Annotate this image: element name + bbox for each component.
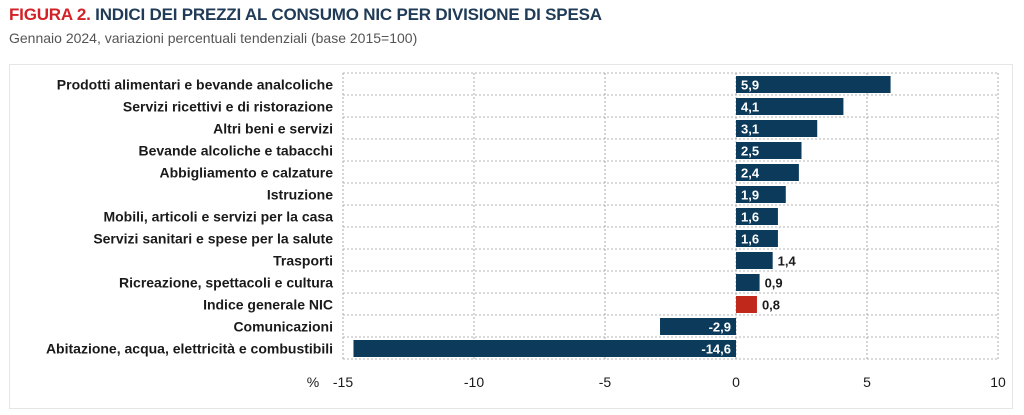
x-tick-label: -15 [333,374,353,390]
category-label: Comunicazioni [233,319,333,335]
x-tick-label: 0 [732,374,740,390]
bar [736,142,802,159]
x-tick-label: -5 [599,374,612,390]
data-label: 3,1 [741,122,759,137]
data-label: 0,9 [765,276,783,291]
bar [736,164,799,181]
bar [353,340,736,357]
bar [736,120,818,137]
category-label: Abitazione, acqua, elettricità e combust… [46,341,333,357]
bar [736,208,778,225]
bar [736,252,773,269]
data-label: -2,9 [709,320,731,335]
chart-frame [9,64,1013,409]
data-label: 1,6 [741,210,759,225]
category-label: Servizi sanitari e spese per la salute [93,231,333,247]
bar [736,186,786,203]
category-label: Abbigliamento e calzature [160,165,334,181]
x-axis-label: % [307,374,319,390]
data-label: 1,9 [741,188,759,203]
data-label: 2,5 [741,144,759,159]
category-label: Bevande alcoliche e tabacchi [138,143,333,159]
figure-label: FIGURA 2. [9,5,91,24]
title-text: INDICI DEI PREZZI AL CONSUMO NIC PER DIV… [95,5,602,24]
category-label: Istruzione [267,187,333,203]
category-label: Indice generale NIC [203,297,333,313]
bar [660,318,736,335]
bar [736,296,757,313]
category-label: Servizi ricettivi e di ristorazione [123,99,333,115]
data-label: -14,6 [701,342,731,357]
data-label: 4,1 [741,100,759,115]
bar [736,230,778,247]
data-label: 1,4 [778,254,797,269]
chart-title: FIGURA 2. INDICI DEI PREZZI AL CONSUMO N… [9,5,602,25]
x-tick-label: -10 [464,374,484,390]
data-label: 1,6 [741,232,759,247]
bar [736,76,891,93]
category-label: Prodotti alimentari e bevande analcolich… [57,77,333,93]
category-label: Ricreazione, spettacoli e cultura [119,275,333,291]
data-label: 2,4 [741,166,760,181]
category-label: Trasporti [273,253,333,269]
bar [736,274,760,291]
data-label: 5,9 [741,78,759,93]
category-label: Altri beni e servizi [213,121,333,137]
x-tick-label: 5 [863,374,871,390]
chart-subtitle: Gennaio 2024, variazioni percentuali ten… [9,30,418,46]
category-label: Mobili, articoli e servizi per la casa [103,209,333,225]
data-label: 0,8 [762,298,780,313]
x-tick-label: 10 [990,374,1006,390]
bar [736,98,844,115]
